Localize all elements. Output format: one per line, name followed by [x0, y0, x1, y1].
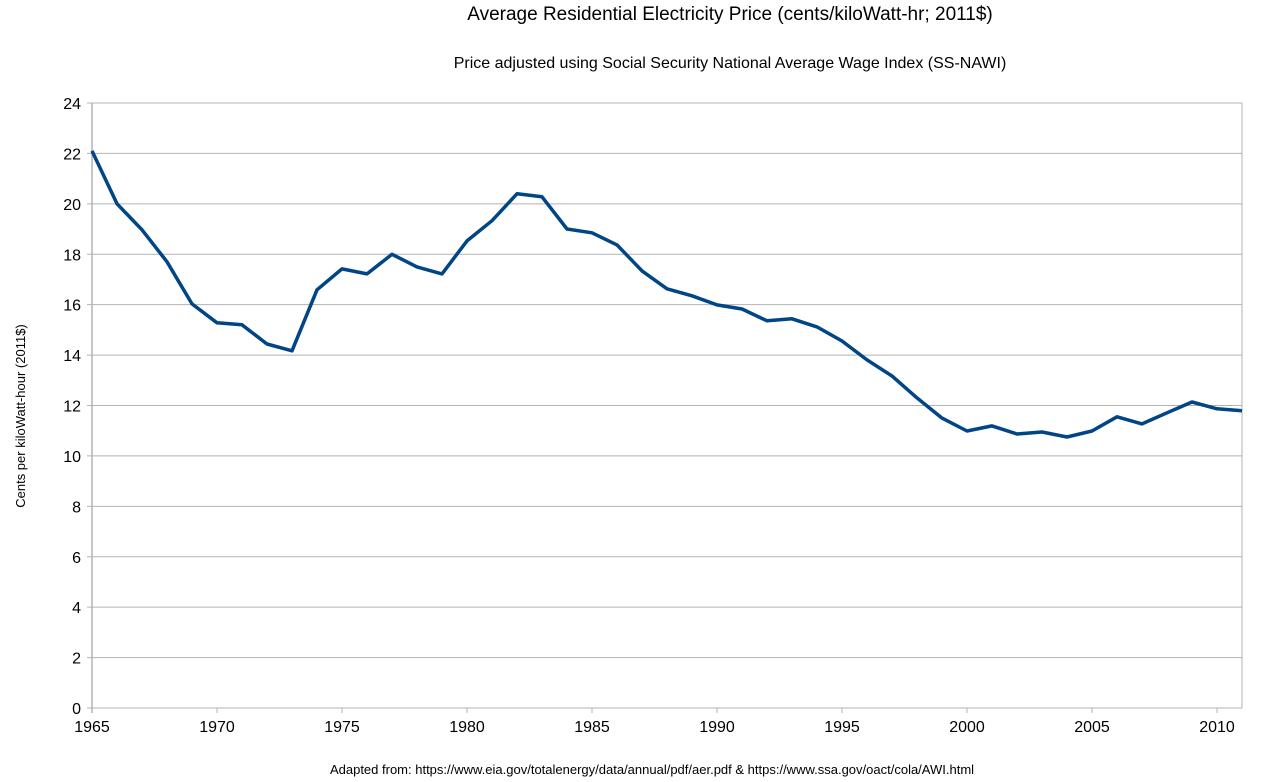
y-tick-label: 12	[63, 399, 81, 416]
y-tick-label: 0	[72, 701, 81, 718]
x-tick-label: 1985	[574, 719, 610, 736]
gridlines	[87, 102, 1242, 709]
y-tick-label: 14	[63, 348, 81, 365]
y-tick-label: 4	[72, 600, 81, 617]
series	[90, 150, 1243, 439]
x-tick-label: 1975	[324, 719, 360, 736]
x-tick-label: 2000	[949, 719, 985, 736]
y-tick-label: 22	[63, 146, 81, 163]
y-tick-label: 16	[63, 298, 81, 315]
y-tick-label: 10	[63, 449, 81, 466]
y-tick-label: 20	[63, 197, 81, 214]
axes	[91, 103, 1243, 713]
x-tick-label: 2010	[1199, 719, 1235, 736]
x-tick-label: 1980	[449, 719, 485, 736]
chart-subtitle: Price adjusted using Social Security Nat…	[454, 55, 1007, 72]
footnote: Adapted from: https://www.eia.gov/totale…	[330, 762, 974, 777]
x-tick-label: 1970	[199, 719, 235, 736]
x-tick-label: 2005	[1074, 719, 1110, 736]
chart-title: Average Residential Electricity Price (c…	[467, 4, 993, 25]
y-tick-label: 2	[72, 651, 81, 668]
y-tick-label: 24	[63, 96, 81, 113]
y-axis-label: Cents per kiloWatt-hour (2011$)	[13, 324, 28, 508]
x-tick-label: 1995	[824, 719, 860, 736]
y-tick-label: 8	[72, 499, 81, 516]
y-tick-label: 6	[72, 550, 81, 567]
series-line-price	[90, 150, 1243, 439]
x-tick-label: 1965	[74, 719, 110, 736]
y-tick-label: 18	[63, 247, 81, 264]
x-tick-label: 1990	[699, 719, 735, 736]
